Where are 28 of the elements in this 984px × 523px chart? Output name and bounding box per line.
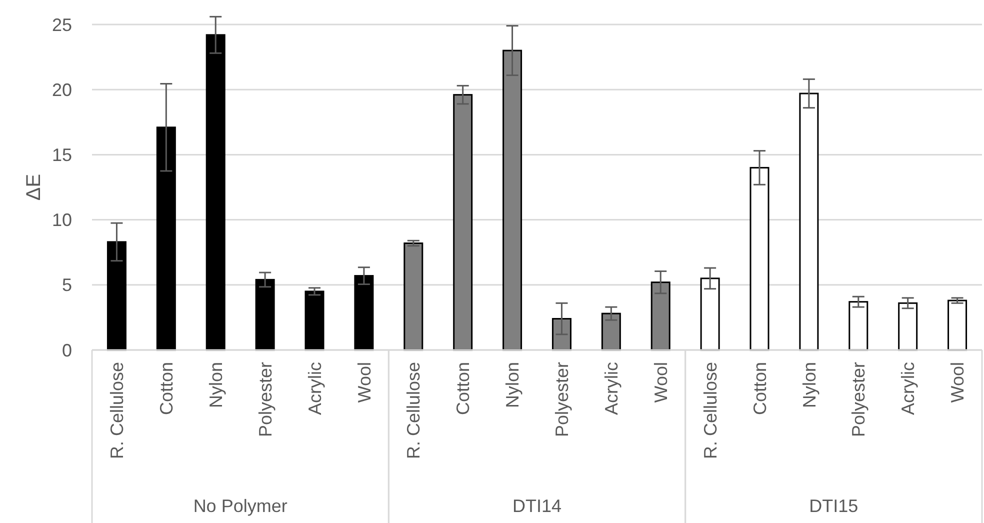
text: DTI14 [512,496,562,516]
x-tick-label: Wool [948,362,968,403]
x-tick-label: R. Cellulose [107,362,128,460]
y-tick-label: 0 [62,340,72,360]
x-tick-label: Nylon [799,362,820,408]
y-tick-label: 25 [52,14,72,35]
x-tick-label: Cotton [453,362,474,416]
x-tick-label: Cotton [750,362,770,416]
x-tick-label: Nylon [502,362,523,408]
x-tick-label: Acrylic [898,362,918,415]
x-tick-label: Wool [354,362,374,403]
y-tick-label: 5 [62,275,72,296]
y-tick-label: 20 [52,80,72,100]
y-axis-title: ΔE [23,174,45,201]
x-tick-label: Wool [650,362,671,403]
text: No Polymer [193,496,288,516]
x-tick-label: R. Cellulose [700,362,720,460]
y-tick-label: 15 [52,145,72,165]
x-tick-label: Polyester [552,362,572,438]
x-tick-label: Nylon [206,362,226,408]
y-tick-label: 10 [52,210,72,230]
x-tick-label: Polyester [255,362,276,438]
x-tick-label: Acrylic [304,362,325,415]
x-tick-label: Cotton [156,362,176,416]
x-tick-label: R. Cellulose [404,362,424,460]
text: DTI15 [809,496,858,516]
x-tick-label: Acrylic [601,362,622,415]
x-tick-label: Polyester [848,362,869,438]
